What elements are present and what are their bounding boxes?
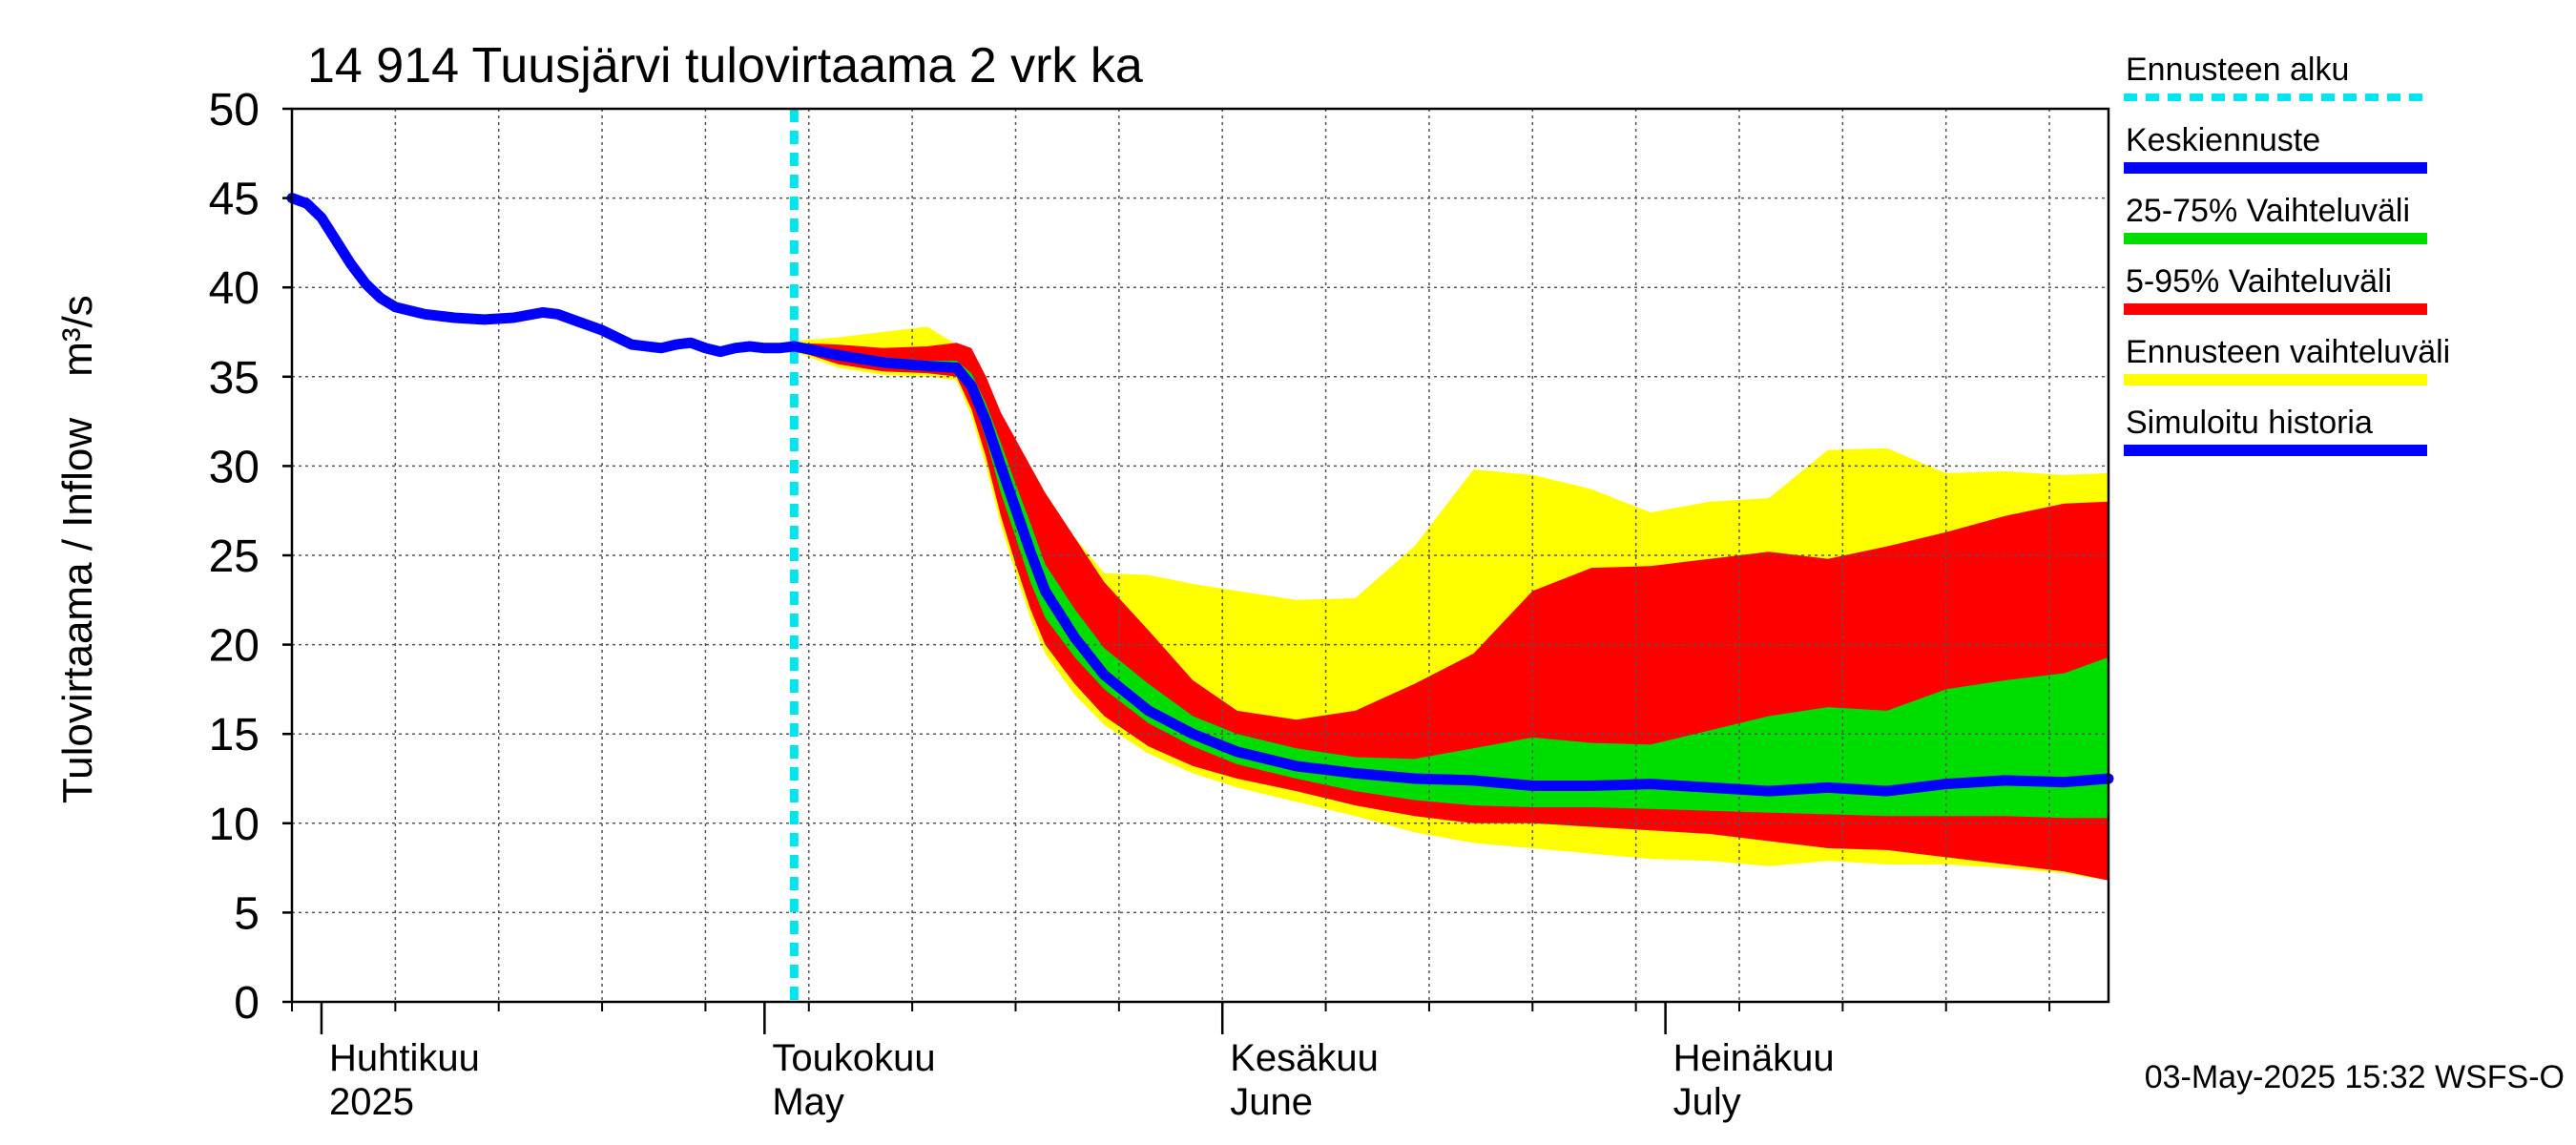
p25-75-band — [794, 344, 2109, 819]
x-month-label-en: July — [1673, 1081, 1741, 1123]
y-tick-label: 40 — [209, 263, 260, 314]
x-month-label-en: 2025 — [329, 1081, 414, 1123]
y-tick-label: 25 — [209, 531, 260, 582]
y-tick-label: 5 — [234, 888, 260, 939]
x-month-label-fi: Kesäkuu — [1230, 1037, 1379, 1079]
legend-label: Keskiennuste — [2126, 122, 2320, 158]
legend-label: 25-75% Vaihteluväli — [2126, 193, 2410, 229]
chart-title: 14 914 Tuusjärvi tulovirtaama 2 vrk ka — [307, 38, 1143, 94]
legend-label: Ennusteen vaihteluväli — [2126, 334, 2450, 370]
median-forecast-line — [788, 341, 2114, 797]
simulated-history-line — [286, 193, 800, 358]
forecast-bands — [794, 326, 2109, 881]
y-tick-label: 30 — [209, 442, 260, 492]
legend-label: 5-95% Vaihteluväli — [2126, 263, 2392, 300]
legend: Ennusteen alku Keskiennuste 25-75% Vaihtel… — [2124, 52, 2450, 456]
legend-label: Simuloitu historia — [2126, 405, 2373, 441]
series-lines — [286, 109, 2114, 1002]
legend-label: Ennusteen alku — [2126, 52, 2349, 88]
y-axis: 0 5 10 15 20 25 30 35 40 45 50 — [209, 85, 292, 1029]
y-tick-label: 45 — [209, 175, 260, 225]
grid-lines — [292, 109, 2109, 1002]
x-month-label-fi: Toukokuu — [772, 1037, 935, 1079]
y-axis-label: Tulovirtaama / Inflow — [54, 418, 101, 804]
y-tick-label: 10 — [209, 800, 260, 850]
x-month-label-en: May — [772, 1081, 844, 1123]
x-month-label-fi: Heinäkuu — [1673, 1037, 1835, 1079]
y-tick-label: 0 — [234, 978, 260, 1029]
y-tick-label: 20 — [209, 621, 260, 672]
y-axis-unit: m³/s — [54, 295, 101, 377]
y-tick-label: 35 — [209, 353, 260, 404]
y-tick-label: 50 — [209, 85, 260, 135]
y-tick-label: 15 — [209, 710, 260, 760]
x-month-label-en: June — [1230, 1081, 1313, 1123]
x-month-label-fi: Huhtikuu — [329, 1037, 480, 1079]
footer-timestamp: 03-May-2025 15:32 WSFS-O — [2145, 1059, 2565, 1095]
